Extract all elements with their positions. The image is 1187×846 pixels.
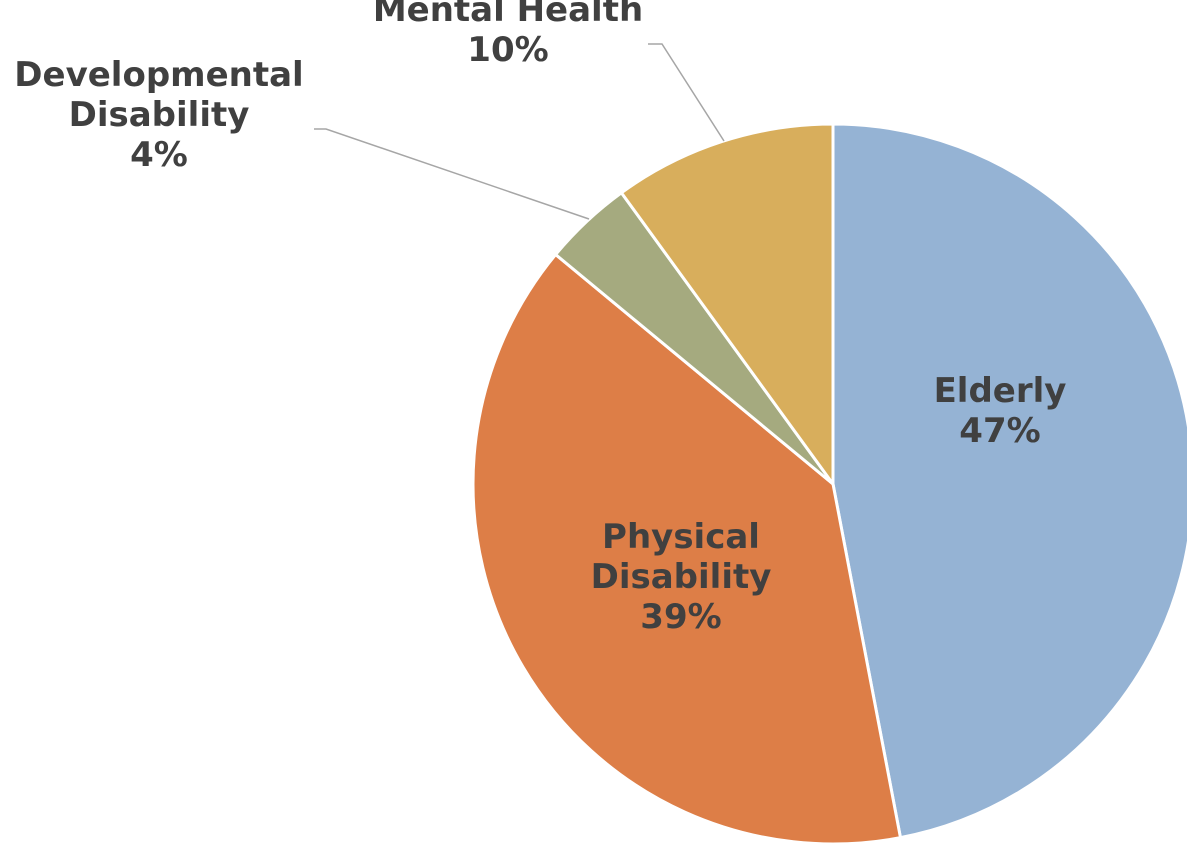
data-label-category: Elderly bbox=[934, 371, 1067, 411]
pie-slice-physical-disability bbox=[471, 252, 903, 846]
data-label-category: Physical bbox=[602, 517, 760, 557]
pie-slices bbox=[471, 122, 1187, 846]
data-label-elderly: Elderly 47% bbox=[934, 371, 1067, 451]
leader-line-developmental-disability bbox=[314, 128, 590, 220]
data-labels: Elderly 47%Physical Disability 39%Developme… bbox=[14, 0, 1066, 637]
data-label-value: 39% bbox=[640, 597, 721, 637]
pie-slice-elderly bbox=[831, 122, 1187, 840]
data-label-category: Disability bbox=[69, 95, 250, 135]
leader-line-mental-health bbox=[648, 43, 725, 142]
data-label-mental-health: Mental Health 10% bbox=[373, 0, 643, 70]
leader-lines bbox=[314, 43, 725, 220]
data-label-value: 47% bbox=[959, 411, 1040, 451]
data-label-physical-disability: Physical Disability 39% bbox=[591, 517, 772, 637]
data-label-category: Mental Health bbox=[373, 0, 643, 30]
data-label-value: 4% bbox=[130, 135, 188, 175]
data-label-category: Disability bbox=[591, 557, 772, 597]
data-label-developmental-disability: Developmental Disability 4% bbox=[14, 55, 303, 175]
data-label-category: Developmental bbox=[14, 55, 303, 95]
data-label-value: 10% bbox=[467, 30, 548, 70]
pie-slice-mental-health bbox=[619, 122, 835, 489]
